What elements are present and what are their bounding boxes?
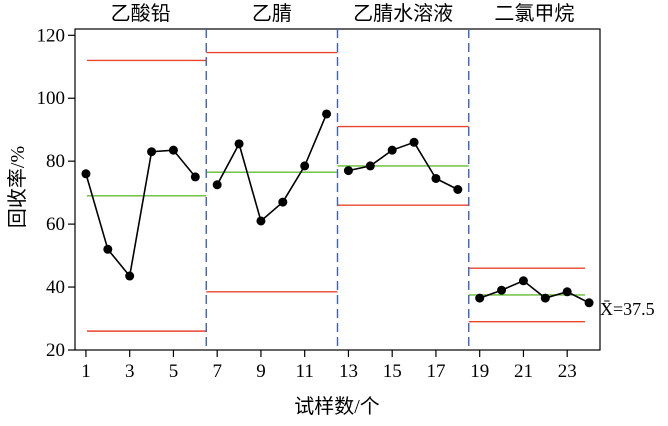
x-tick-label: 13 — [339, 361, 358, 382]
y-tick-label: 120 — [37, 25, 66, 46]
data-point — [322, 109, 332, 119]
data-point — [278, 197, 288, 207]
data-point — [190, 172, 200, 182]
data-point — [584, 298, 594, 308]
control-limit-lines — [87, 51, 585, 332]
y-tick-label: 60 — [46, 214, 65, 235]
x-tick-label: 11 — [296, 361, 314, 382]
x-axis-ticks: 1 3 5 7 9 11 13 15 17 19 21 23 — [81, 350, 577, 382]
group-label: 乙腈水溶液 — [353, 2, 453, 25]
data-point — [518, 276, 528, 286]
series-line — [216, 113, 328, 223]
data-point — [81, 169, 91, 179]
x-tick-label: 15 — [383, 361, 402, 382]
x-axis-label: 试样数/个 — [294, 395, 380, 418]
data-point — [365, 161, 375, 171]
group-label: 乙腈 — [252, 2, 292, 25]
x-tick-label: 19 — [470, 361, 489, 382]
x-tick-label: 5 — [169, 361, 179, 382]
y-tick-label: 20 — [46, 340, 65, 361]
data-point — [103, 244, 113, 254]
mean-label: X̄=37.5 — [600, 299, 655, 319]
data-point — [497, 285, 507, 295]
x-tick-label: 17 — [426, 361, 445, 382]
y-tick-label: 100 — [37, 88, 66, 109]
data-point — [125, 271, 135, 281]
y-axis-label: 回收率/% — [6, 146, 29, 228]
data-point — [475, 293, 485, 303]
x-tick-label: 21 — [514, 361, 533, 382]
y-tick-label: 80 — [46, 151, 65, 172]
data-point — [168, 145, 178, 155]
data-point — [147, 147, 157, 157]
data-series — [81, 109, 594, 308]
data-point — [540, 293, 550, 303]
group-label: 二氯甲烷 — [494, 2, 574, 25]
x-tick-label: 9 — [256, 361, 266, 382]
data-point — [256, 216, 266, 226]
group-dividers — [205, 29, 470, 350]
data-point — [343, 166, 353, 176]
x-tick-label: 23 — [558, 361, 577, 382]
series-line — [479, 279, 590, 304]
data-point — [431, 173, 441, 183]
data-point — [212, 180, 222, 190]
data-point — [409, 137, 419, 147]
y-tick-label: 40 — [46, 277, 65, 298]
x-tick-label: 3 — [125, 361, 135, 382]
group-labels: 乙酸铅 乙腈 乙腈水溶液 二氯甲烷 — [111, 2, 575, 25]
series-line — [85, 149, 196, 278]
data-point — [300, 161, 310, 171]
data-point — [387, 145, 397, 155]
group-label: 乙酸铅 — [111, 2, 171, 25]
data-point — [562, 287, 572, 297]
y-axis-ticks: 20 40 60 80 100 120 — [37, 25, 75, 361]
x-tick-label: 1 — [81, 361, 91, 382]
data-point — [234, 139, 244, 149]
x-tick-label: 7 — [212, 361, 222, 382]
data-point — [453, 185, 463, 194]
